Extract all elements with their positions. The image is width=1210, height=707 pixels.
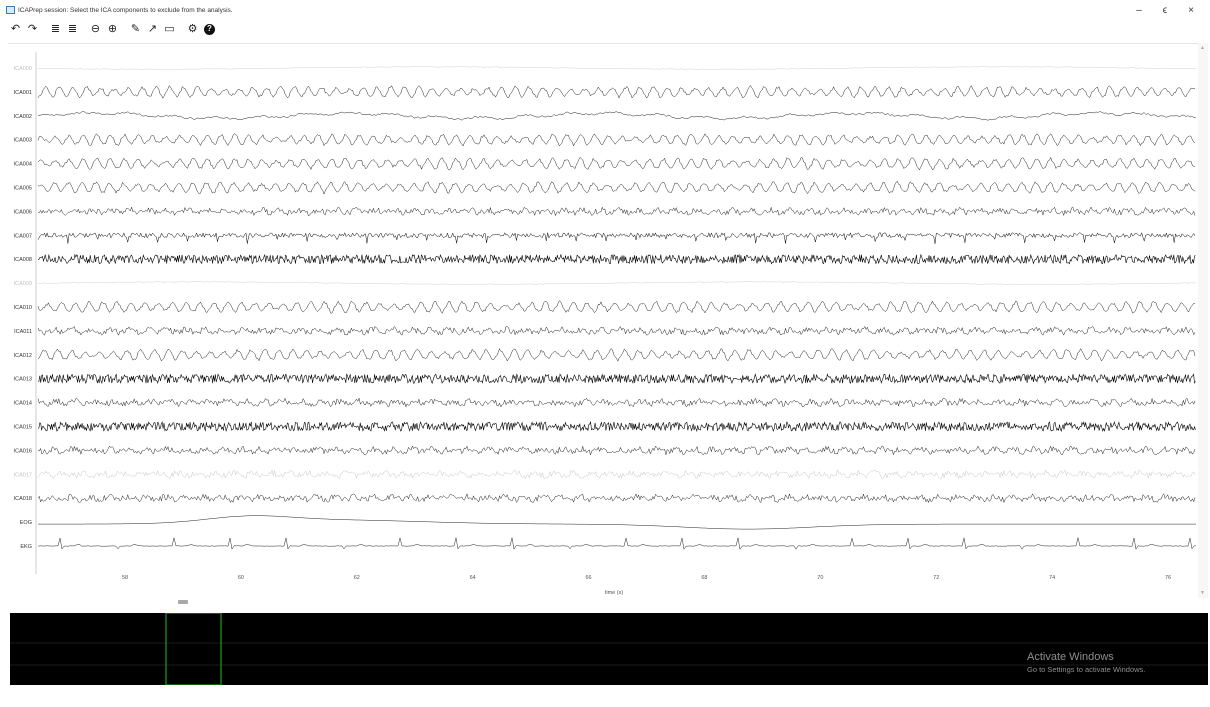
channel-trace[interactable] (37, 85, 1196, 99)
channel-label[interactable]: ICA008 (14, 257, 32, 263)
trace-plot[interactable]: ICA000 ICA001 ICA002 ICA003 ICA004 ICA005 ICA0… (8, 43, 1203, 601)
channel-trace[interactable] (37, 348, 1196, 362)
help-icon[interactable]: ? (204, 23, 215, 35)
watermark-title: Activate Windows (1027, 651, 1114, 663)
channel-label[interactable]: ICA002 (14, 114, 32, 120)
toolbar: ↶ ↷ ≣ ≣ ⊖ ⊕ ✎ ↗ ▭ ⚙? (8, 20, 215, 38)
arrow-icon[interactable]: ↗ (147, 22, 158, 35)
channel-label[interactable]: ICA012 (14, 353, 32, 359)
x-tick-label: 76 (1165, 575, 1171, 581)
x-tick-label: 60 (238, 575, 244, 581)
channel-label[interactable]: ICA004 (14, 162, 32, 168)
x-tick-label: 58 (122, 575, 128, 581)
channel-trace[interactable] (37, 445, 1196, 456)
settings-icon[interactable]: ⚙ (187, 22, 198, 35)
trace-canvas[interactable]: ICA000 ICA001 ICA002 ICA003 ICA004 ICA005 ICA0… (8, 44, 1198, 601)
vertical-scrollbar[interactable]: ▲ ▼ (1198, 43, 1208, 598)
channel-label[interactable]: ICA001 (14, 90, 32, 96)
x-tick-label: 62 (354, 575, 360, 581)
channel-trace[interactable] (38, 515, 1196, 530)
status-bar (0, 686, 1210, 707)
channel-label[interactable]: EKG (20, 544, 32, 550)
channel-label[interactable]: ICA015 (14, 425, 32, 431)
channel-trace[interactable] (37, 373, 1196, 385)
channel-trace[interactable] (37, 206, 1196, 217)
channel-trace[interactable] (37, 133, 1196, 147)
channel-label[interactable]: EOG (20, 520, 32, 526)
channel-trace[interactable] (37, 421, 1196, 433)
fewer-channels-icon[interactable]: ≣ (50, 22, 61, 35)
channel-label[interactable]: ICA018 (14, 496, 32, 502)
zoom-in-icon[interactable]: ⊕ (107, 22, 118, 35)
x-tick-label: 70 (817, 575, 823, 581)
overview-view-window (165, 613, 222, 685)
pen-icon[interactable]: ✎ (130, 22, 141, 35)
channel-label[interactable]: ICA006 (14, 209, 32, 215)
annotation-icon[interactable]: ▭ (164, 22, 175, 35)
channel-label[interactable]: ICA013 (14, 377, 32, 383)
maximize-button[interactable]: ϵ (1162, 4, 1168, 16)
channel-label[interactable]: ICA005 (14, 186, 32, 192)
title-bar: ICAPrep session: Select the ICA componen… (0, 0, 1210, 20)
scroll-up-icon[interactable]: ▲ (1200, 45, 1205, 51)
close-button[interactable]: × (1188, 4, 1194, 16)
overview-bar[interactable]: Activate Windows Go to Settings to activ… (10, 613, 1208, 685)
channel-trace[interactable] (37, 397, 1196, 408)
channel-trace[interactable] (37, 232, 1196, 244)
channel-label[interactable]: ICA014 (14, 401, 32, 407)
channel-trace[interactable] (38, 281, 1197, 285)
x-tick-label: 66 (585, 575, 591, 581)
channel-trace[interactable] (37, 111, 1197, 121)
x-tick-label: 74 (1049, 575, 1055, 581)
channel-label[interactable]: ICA016 (14, 448, 32, 454)
channel-label[interactable]: ICA007 (14, 233, 32, 239)
channel-trace[interactable] (37, 300, 1196, 314)
channel-label[interactable]: ICA003 (14, 138, 32, 144)
zoom-out-icon[interactable]: ⊖ (90, 22, 101, 35)
x-tick-label: 64 (470, 575, 476, 581)
window-controls: – ϵ × (1126, 3, 1204, 17)
x-tick-label: 72 (933, 575, 939, 581)
minimize-button[interactable]: – (1136, 4, 1142, 16)
channel-trace[interactable] (37, 180, 1196, 195)
watermark-subtitle: Go to Settings to activate Windows. (1027, 665, 1146, 674)
redo-icon[interactable]: ↷ (27, 22, 38, 35)
more-channels-icon[interactable]: ≣ (67, 22, 78, 35)
channel-trace[interactable] (37, 492, 1196, 504)
x-tick-label: 68 (701, 575, 707, 581)
channel-trace[interactable] (37, 325, 1196, 336)
channel-label[interactable]: ICA009 (14, 281, 32, 287)
channel-trace[interactable] (37, 253, 1196, 265)
channel-trace[interactable] (37, 537, 1196, 550)
app-icon (6, 6, 15, 14)
window-title: ICAPrep session: Select the ICA componen… (18, 6, 233, 14)
channel-label[interactable]: ICA010 (14, 305, 32, 311)
splitter-handle[interactable] (178, 600, 188, 604)
overview-canvas[interactable] (10, 613, 1208, 685)
scroll-down-icon[interactable]: ▼ (1200, 590, 1205, 596)
activation-watermark: Activate Windows Go to Settings to activ… (1027, 651, 1145, 674)
channel-trace[interactable] (37, 66, 1197, 70)
x-axis-label: time (s) (605, 590, 624, 596)
channel-label[interactable]: ICA000 (14, 66, 32, 72)
channel-label[interactable]: ICA011 (14, 329, 32, 335)
channel-label[interactable]: ICA017 (14, 472, 32, 478)
channel-trace[interactable] (37, 468, 1196, 480)
undo-icon[interactable]: ↶ (10, 22, 21, 35)
channel-trace[interactable] (37, 156, 1196, 171)
